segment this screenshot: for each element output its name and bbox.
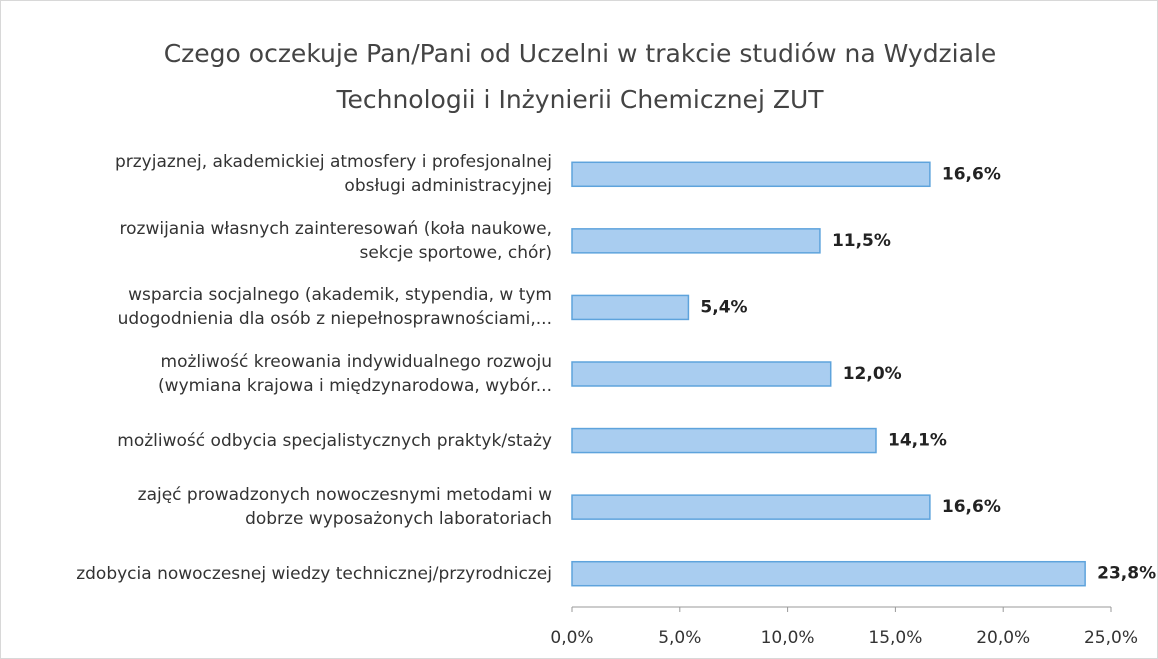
- x-tick-label: 10,0%: [761, 628, 815, 648]
- x-tick-label: 5,0%: [658, 628, 701, 648]
- value-label: 11,5%: [832, 231, 891, 251]
- category-label: możliwość kreowania indywidualnego rozwo…: [158, 352, 552, 396]
- x-tick-label: 0,0%: [550, 628, 593, 648]
- bar: [571, 494, 931, 520]
- value-label: 14,1%: [888, 431, 947, 451]
- value-label: 16,6%: [942, 497, 1001, 517]
- category-label: zajęć prowadzonych nowoczesnymi metodami…: [137, 485, 552, 530]
- x-tick-label: 20,0%: [976, 628, 1030, 648]
- chart-title: Czego oczekuje Pan/Pani od Uczelni w tra…: [163, 39, 997, 114]
- value-label: 5,4%: [700, 297, 747, 317]
- value-label: 23,8%: [1097, 564, 1156, 584]
- value-label: 16,6%: [942, 164, 1001, 184]
- bar: [571, 294, 690, 321]
- bar: [571, 161, 931, 188]
- category-label: zdobycia nowoczesnej wiedzy technicznej/…: [76, 563, 552, 584]
- category-label: wsparcia socjalnego (akademik, stypendia…: [117, 285, 552, 330]
- bar: [571, 228, 821, 254]
- bar: [571, 427, 877, 454]
- value-label: 12,0%: [843, 364, 902, 384]
- x-tick-label: 15,0%: [868, 628, 922, 648]
- bar: [571, 361, 832, 387]
- bar: [571, 560, 1086, 587]
- category-label: przyjaznej, akademickiej atmosfery i pro…: [114, 152, 552, 197]
- category-label: rozwijania własnych zainteresowań (koła …: [119, 218, 553, 263]
- category-label: możliwość odbycia specjalistycznych prak…: [117, 430, 552, 451]
- x-tick-label: 25,0%: [1084, 628, 1138, 648]
